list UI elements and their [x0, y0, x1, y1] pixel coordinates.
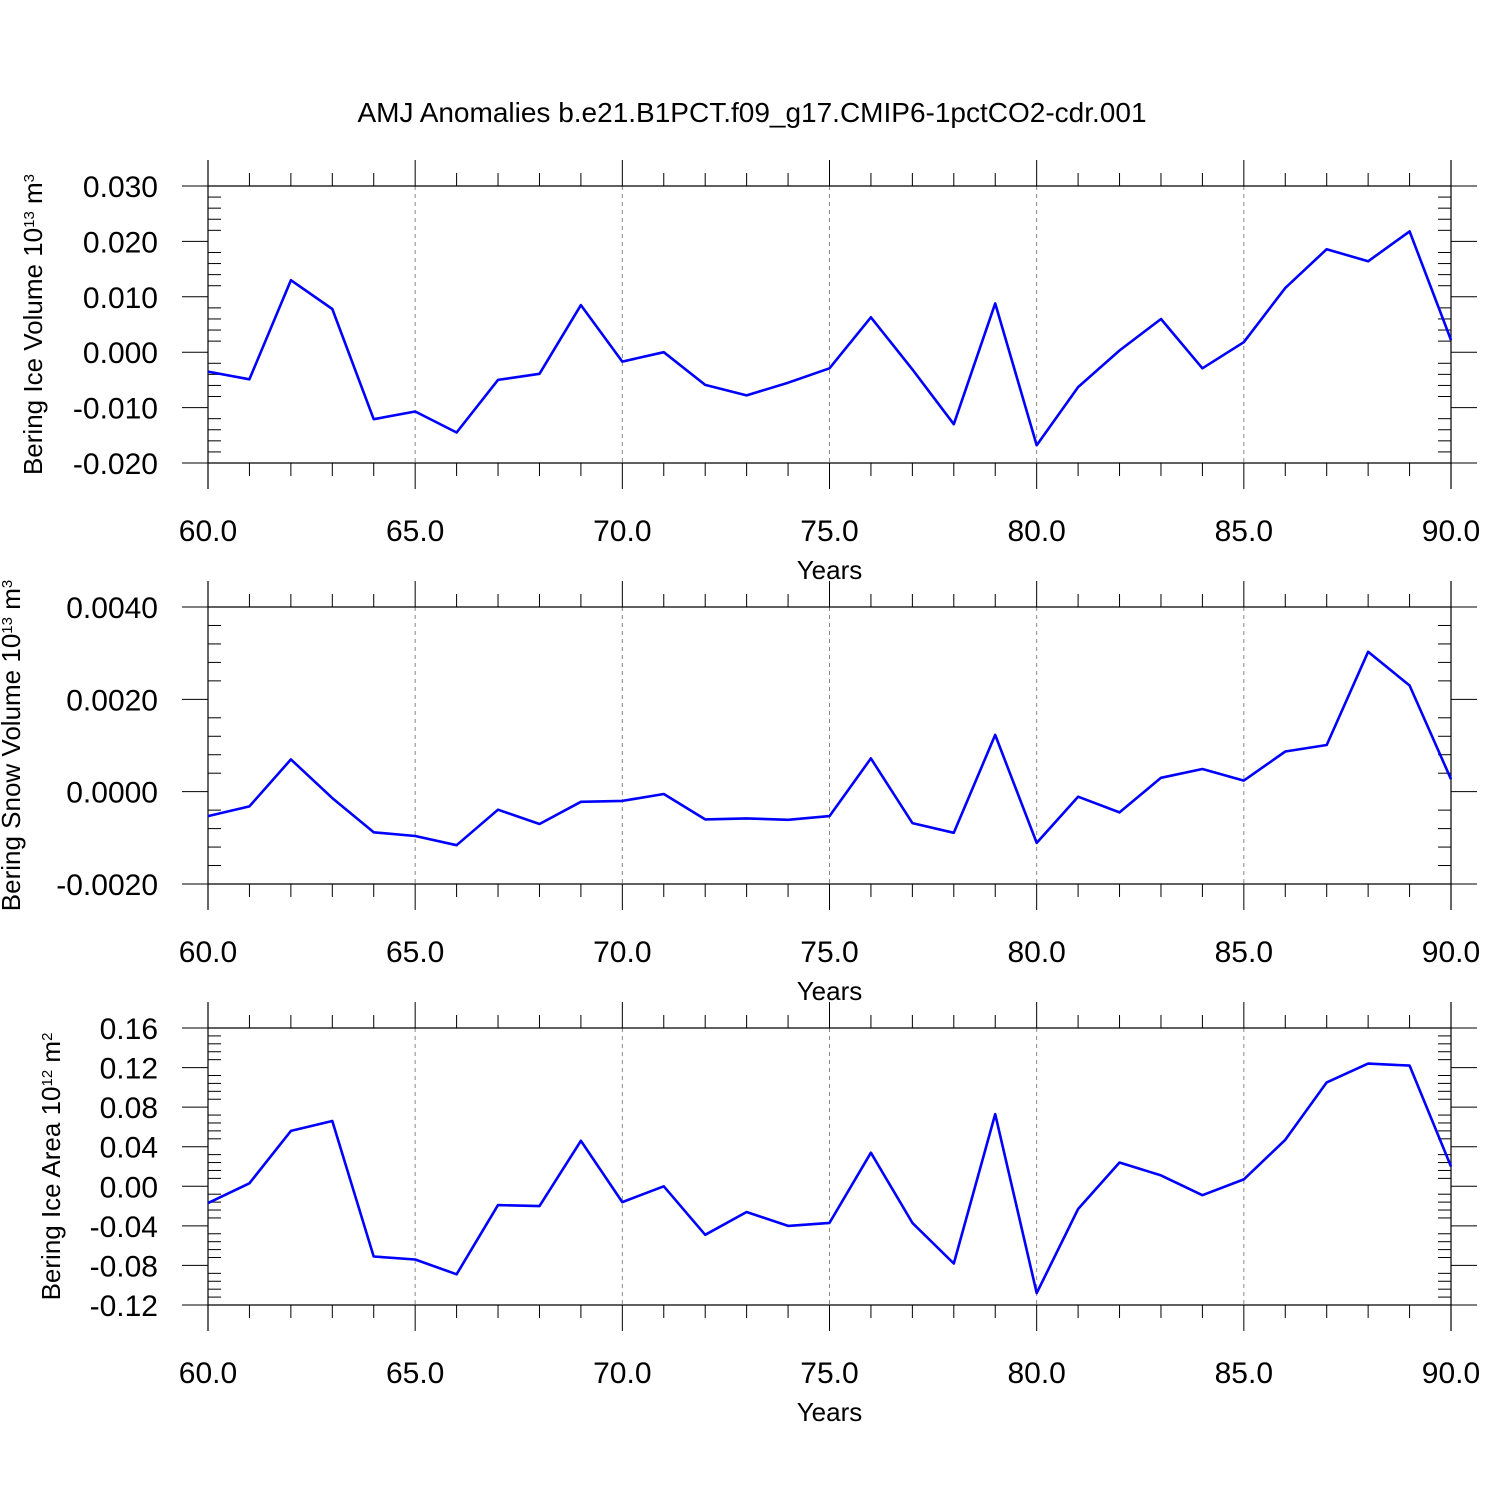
y-axis-title-text: m [18, 182, 48, 211]
panel-1: 0.030 0.020 0.010 0.000 -0.010 -0.020 60.0 65.0… [18, 160, 1480, 585]
x-axis-title: Years [797, 976, 863, 1006]
x-tick-label: 65.0 [386, 936, 444, 969]
y-tick-label: 0.08 [100, 1092, 158, 1125]
x-tick-label: 70.0 [593, 936, 651, 969]
x-tick-label: 60.0 [179, 1357, 237, 1390]
y-tick-label: 0.000 [83, 337, 158, 370]
x-tick-label: 65.0 [386, 515, 444, 548]
y-tick-label: 0.0040 [66, 592, 158, 625]
y-axis-title-text: Bering Snow Volume 10 [0, 634, 26, 912]
x-tick-label: 90.0 [1422, 515, 1480, 548]
x-tick-label: 65.0 [386, 1357, 444, 1390]
y-axis-title-text: m [0, 588, 26, 617]
y-axis-title-superscript: 13 [0, 617, 16, 634]
x-tick-label: 80.0 [1007, 515, 1065, 548]
x-tick-label: 75.0 [800, 1357, 858, 1390]
x-axis-title: Years [797, 555, 863, 585]
panel-3: 0.16 0.12 0.08 0.04 0.00 -0.04 -0.08 -0.12 60.0 6… [36, 1002, 1480, 1427]
x-tick-label: 70.0 [593, 515, 651, 548]
y-tick-label: -0.12 [90, 1290, 158, 1323]
x-tick-label: 70.0 [593, 1357, 651, 1390]
panel-2: 0.0040 0.0020 0.0000 -0.0020 60.0 65.0 70.0 75.… [0, 580, 1480, 1006]
y-axis-title-text: Bering Ice Volume 10 [18, 228, 48, 475]
y-axis-title-superscript: 2 [39, 1033, 56, 1041]
y-tick-label: 0.16 [100, 1013, 158, 1046]
x-axis-title: Years [797, 1397, 863, 1427]
y-tick-label: 0.00 [100, 1171, 158, 1204]
y-tick-label: 0.030 [83, 171, 158, 204]
series-line [207, 230, 1453, 447]
y-axis-title-superscript: 12 [39, 1070, 56, 1087]
y-axis-title-text: Bering Ice Area 10 [36, 1087, 66, 1301]
x-tick-label: 85.0 [1215, 1357, 1273, 1390]
series-line [207, 1062, 1453, 1295]
y-axis-title-text: m [36, 1041, 66, 1070]
x-tick-label: 85.0 [1215, 936, 1273, 969]
y-tick-label: 0.020 [83, 226, 158, 259]
x-tick-label: 85.0 [1215, 515, 1273, 548]
x-tick-label: 90.0 [1422, 936, 1480, 969]
y-tick-label: -0.04 [90, 1211, 158, 1244]
x-tick-label: 60.0 [179, 936, 237, 969]
y-axis-title-superscript: 13 [21, 211, 38, 228]
y-tick-label: 0.12 [100, 1053, 158, 1086]
y-tick-label: 0.04 [100, 1132, 158, 1165]
y-tick-label: 0.010 [83, 282, 158, 315]
y-tick-label: -0.08 [90, 1250, 158, 1283]
x-tick-label: 60.0 [179, 515, 237, 548]
y-tick-label: 0.0020 [66, 684, 158, 717]
x-tick-label: 80.0 [1007, 1357, 1065, 1390]
series-line [207, 650, 1453, 847]
x-tick-label: 75.0 [800, 936, 858, 969]
x-tick-label: 75.0 [800, 515, 858, 548]
y-tick-label: -0.0020 [56, 869, 158, 902]
x-tick-label: 90.0 [1422, 1357, 1480, 1390]
y-axis-title-superscript: 3 [0, 580, 16, 588]
chart-title: AMJ Anomalies b.e21.B1PCT.f09_g17.CMIP6-… [357, 97, 1146, 128]
y-tick-label: -0.020 [73, 448, 158, 481]
x-tick-label: 80.0 [1007, 936, 1065, 969]
y-axis-title: Bering Ice Volume 1013 m3 [18, 174, 48, 475]
y-axis-title-superscript: 3 [21, 174, 38, 182]
y-tick-label: -0.010 [73, 393, 158, 426]
y-axis-title: Bering Ice Area 1012 m2 [36, 1033, 66, 1301]
y-tick-label: 0.0000 [66, 777, 158, 810]
y-axis-title: Bering Snow Volume 1013 m3 [0, 580, 26, 911]
